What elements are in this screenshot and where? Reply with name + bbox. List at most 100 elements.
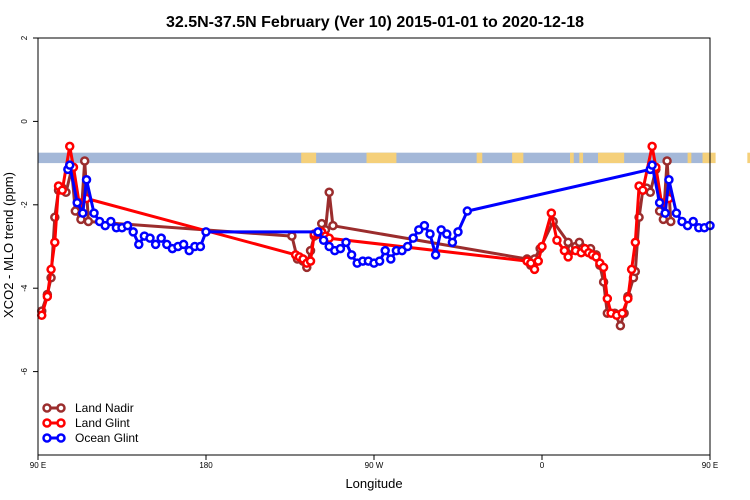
y-tick-label: -4 [20,284,29,292]
land-glint-point [42,291,53,302]
ocean-glint-point [195,241,206,252]
land-nadir-point [287,231,297,241]
land-glint-point [638,185,648,195]
land-glint-point [57,185,68,195]
land-nadir-point [328,220,338,231]
ocean-glint-point [386,254,396,264]
land-glint-point [537,241,547,252]
series-land-nadir [36,156,676,331]
legend-swatch-point [42,403,52,413]
land-glint-point [46,264,56,275]
ocean-glint-point [402,241,413,252]
land-glint-point [563,252,573,262]
land-glint-point [552,235,562,245]
y-tick-label: -6 [20,367,29,375]
ocean-glint-point [318,235,329,245]
ocean-glint-point [419,220,430,231]
land-nadir-point [645,187,656,198]
land-nadir-point [662,156,672,166]
land-glint-point [546,208,557,218]
ocean-glint-point [122,220,133,231]
legend-item-ocean-glint: Ocean Glint [42,431,139,445]
land-nadir-point [666,216,676,227]
legend-label: Land Nadir [75,401,134,415]
ocean-glint-point [341,237,351,248]
ocean-glint-point [335,243,346,254]
ocean-glint-point [660,208,670,218]
land-band [579,152,584,164]
ocean-glint-point [145,233,155,243]
legend-swatch-point [42,418,52,428]
land-nadir-point [83,216,94,227]
legend-swatch-point [56,418,66,428]
ocean-glint-point [134,239,144,250]
legend-item-land-nadir: Land Nadir [42,401,134,415]
land-glint-point [36,310,47,321]
ocean-glint-point [654,197,665,208]
land-nadir-point [615,320,626,331]
x-axis: 90 E 180 90 W 0 90 E [30,455,718,470]
ocean-glint-point [81,175,92,185]
x-tick-label: 90 W [365,461,384,470]
legend-label: Land Glint [75,416,130,430]
ocean-glint-point [313,227,323,237]
ocean-glint-point [647,160,657,170]
land-band [301,152,317,164]
ocean-glint-point [89,208,99,218]
land-nadir-point [70,206,81,216]
legend-label: Ocean Glint [75,431,139,445]
land-band [747,152,750,164]
ocean-glint-point [156,233,166,243]
legend-item-land-glint: Land Glint [42,416,130,430]
land-band [570,152,574,164]
ocean-glint-point [374,256,385,266]
x-tick-label: 90 E [30,461,46,470]
land-band [598,152,625,164]
x-tick-label: 180 [199,461,213,470]
x-tick-label: 90 E [702,461,718,470]
land-glint-point [50,237,60,248]
ocean-glint-point [178,239,189,250]
y-tick-label: -2 [20,201,29,209]
legend-swatch-point [56,403,66,413]
land-sea-strip [38,152,750,164]
ocean-glint-point [106,216,116,227]
land-band [512,152,524,164]
ocean-glint-point [664,175,674,185]
legend-swatch-point [42,433,52,443]
ocean-glint-point [72,197,82,208]
land-glint-point [598,262,609,273]
ocean-glint-point [408,233,418,243]
y-axis: 2 0 -2 -4 -6 [20,35,38,375]
land-band [366,152,397,164]
land-glint-point [617,308,628,318]
ocean-glint-point [425,229,435,239]
land-glint-point [529,264,540,275]
land-band [702,152,716,164]
ocean-glint-point [462,206,473,216]
land-glint-point [533,256,544,266]
land-glint-point [602,293,613,304]
land-glint-point [64,141,75,152]
x-axis-label: Longitude [345,476,402,491]
ocean-glint-point [128,227,138,237]
ocean-glint-point [453,227,463,237]
land-glint-point [305,256,316,266]
ocean-glint-point [150,239,161,250]
land-glint-point [647,141,657,152]
legend-swatch-point [56,433,66,443]
ocean-glint-point [346,250,357,260]
land-nadir-point [574,237,585,248]
land-nadir-point [79,156,90,166]
chart-title: 32.5N-37.5N February (Ver 10) 2015-01-01… [166,14,584,31]
land-glint-point [623,293,633,304]
y-tick-label: 2 [20,35,29,40]
ocean-glint-point [442,229,452,239]
ocean-glint-point [447,237,458,248]
land-band [476,152,483,164]
land-glint-point [630,237,641,248]
x-tick-label: 0 [540,461,545,470]
series-ocean-glint [63,160,715,268]
